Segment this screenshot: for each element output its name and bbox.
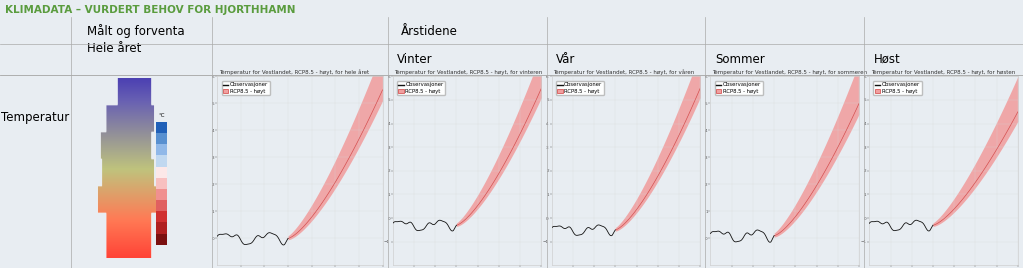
Bar <box>155 234 167 245</box>
Bar <box>155 211 167 222</box>
Text: Høst: Høst <box>874 53 900 65</box>
Bar <box>155 178 167 189</box>
Text: Temperatur for Vestlandet, RCP8.5 - høyt, for sommeren: Temperatur for Vestlandet, RCP8.5 - høyt… <box>712 70 868 75</box>
Text: Vår: Vår <box>557 53 575 65</box>
Bar <box>155 133 167 144</box>
Bar <box>155 122 167 133</box>
Bar <box>155 166 167 178</box>
Legend: Observasjoner, RCP8.5 - høyt: Observasjoner, RCP8.5 - høyt <box>222 81 270 95</box>
Text: Temperatur for Vestlandet, RCP8.5 - høyt, for vinteren: Temperatur for Vestlandet, RCP8.5 - høyt… <box>394 70 542 75</box>
Bar <box>155 155 167 166</box>
Legend: Observasjoner, RCP8.5 - høyt: Observasjoner, RCP8.5 - høyt <box>555 81 604 95</box>
Text: Temperatur for Vestlandet, RCP8.5 - høyt, for hele året: Temperatur for Vestlandet, RCP8.5 - høyt… <box>219 70 369 75</box>
Text: KLIMADATA – VURDERT BEHOV FOR HJORTHHAMN: KLIMADATA – VURDERT BEHOV FOR HJORTHHAMN <box>5 5 296 14</box>
Bar <box>155 144 167 155</box>
Text: Målt og forventa
Hele året: Målt og forventa Hele året <box>87 24 184 55</box>
Text: Temperatur: Temperatur <box>1 111 70 124</box>
Legend: Observasjoner, RCP8.5 - høyt: Observasjoner, RCP8.5 - høyt <box>715 81 763 95</box>
Text: Temperatur for Vestlandet, RCP8.5 - høyt, for våren: Temperatur for Vestlandet, RCP8.5 - høyt… <box>553 70 695 75</box>
Bar <box>155 222 167 234</box>
Text: °C: °C <box>159 113 165 118</box>
Text: Årstidene: Årstidene <box>400 25 457 38</box>
Text: Sommer: Sommer <box>715 53 764 65</box>
Text: Temperatur for Vestlandet, RCP8.5 - høyt, for høsten: Temperatur for Vestlandet, RCP8.5 - høyt… <box>871 70 1015 75</box>
Legend: Observasjoner, RCP8.5 - høyt: Observasjoner, RCP8.5 - høyt <box>397 81 445 95</box>
Bar <box>155 189 167 200</box>
Bar <box>155 200 167 211</box>
Text: Vinter: Vinter <box>397 53 433 65</box>
Legend: Observasjoner, RCP8.5 - høyt: Observasjoner, RCP8.5 - høyt <box>874 81 922 95</box>
